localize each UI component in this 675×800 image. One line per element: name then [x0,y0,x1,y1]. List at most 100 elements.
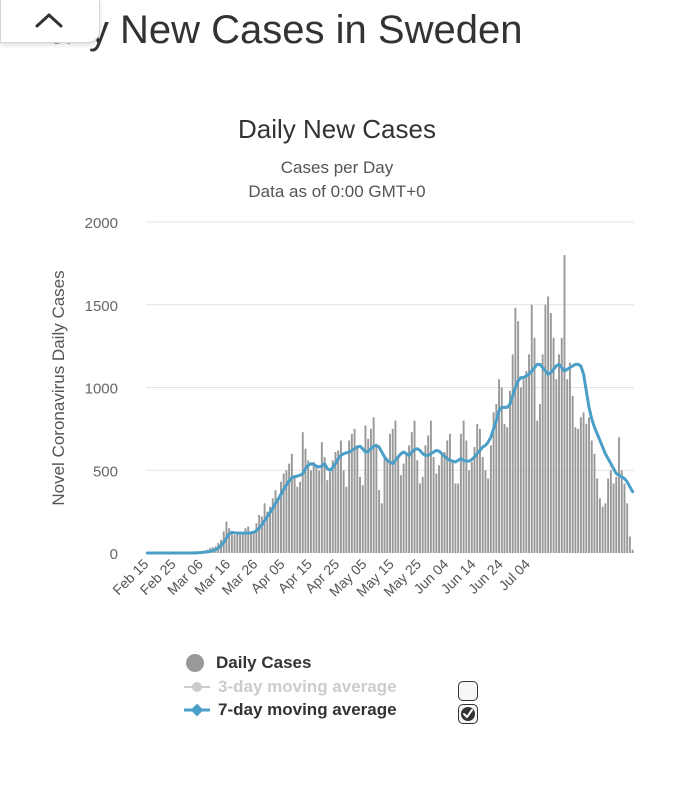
bar-daily-cases [386,460,389,553]
bar-daily-cases [320,442,323,553]
legend-7day-label: 7-day moving average [218,700,397,719]
bar-daily-cases [538,404,541,553]
legend-7day-average[interactable]: 7-day moving average [184,699,397,721]
bar-daily-cases [628,536,631,553]
bar-daily-cases [244,528,247,553]
collapse-button[interactable] [0,0,100,43]
bar-daily-cases [506,427,509,553]
line-7day-average [145,362,635,555]
bar-daily-cases [481,457,484,553]
bar-daily-cases [364,425,367,553]
y-tick-label: 1500 [85,298,118,315]
bar-daily-cases [522,379,525,553]
legend-daily-cases-label: Daily Cases [216,653,312,672]
bar-daily-cases [323,457,326,553]
legend-3day-marker [184,682,210,692]
bar-daily-cases [389,433,391,553]
bar-daily-cases [329,471,331,553]
bar-daily-cases [337,450,340,553]
bar-daily-cases [228,528,231,553]
bar-daily-cases [443,452,446,553]
bar-daily-cases [492,412,495,553]
legend-3day-average[interactable]: 3-day moving average [184,676,397,698]
bar-daily-cases [612,483,615,553]
bar-daily-cases [552,337,555,553]
legend-daily-cases[interactable]: Daily Cases [184,652,311,674]
legend-7day-marker [184,703,210,717]
chart-title: Daily New Cases [238,114,436,144]
y-tick-label: 1000 [85,381,118,398]
bar-daily-cases [618,437,620,553]
bar-daily-cases [318,470,321,553]
bar-daily-cases [250,533,252,553]
bar-daily-cases [277,498,280,553]
bar-daily-cases [571,395,574,553]
bar-daily-cases [391,428,394,553]
bar-daily-cases [547,296,550,553]
bar-daily-cases [247,526,250,553]
y-axis-label: Novel Coronavirus Daily Cases [49,270,68,505]
bar-daily-cases [236,531,239,553]
bar-daily-cases [334,452,337,553]
bar-daily-cases [498,379,501,553]
bar-daily-cases [402,463,405,553]
bar-daily-cases [568,362,571,553]
bar-daily-cases [350,433,353,553]
bar-daily-cases [269,506,271,553]
bar-daily-cases [348,440,351,553]
bar-daily-cases [462,420,465,553]
bar-daily-cases [451,460,454,553]
bar-daily-cases [345,486,348,553]
bar-daily-cases [479,428,481,553]
bar-daily-cases [465,440,468,553]
legend-daily-cases-marker [186,654,204,672]
bar-daily-cases [574,427,577,553]
bar-daily-cases [293,475,296,553]
bar-daily-cases [416,460,419,553]
bar-daily-cases [607,478,610,553]
checkbox-3day-average[interactable] [458,681,478,701]
bar-daily-cases [288,463,291,553]
bar-daily-cases [536,420,539,553]
bar-daily-cases [626,503,629,553]
bar-daily-cases [359,476,361,553]
bar-daily-cases [495,404,498,553]
bar-daily-cases [598,498,601,553]
bar-daily-cases [473,447,476,553]
y-tick-label: 500 [93,463,118,480]
bar-daily-cases [405,453,408,553]
bar-daily-cases [285,470,288,553]
bar-daily-cases [566,379,569,553]
bar-daily-cases [361,485,364,553]
bar-daily-cases [590,440,593,553]
bar-daily-cases [585,423,588,553]
bar-daily-cases [427,435,430,553]
x-tick-label: Jul 04 [495,556,533,594]
bar-daily-cases [549,313,552,553]
bar-daily-cases [372,417,375,553]
bar-daily-cases [525,370,528,553]
bar-daily-cases [446,440,449,553]
bar-daily-cases [609,470,612,553]
bar-daily-cases [577,428,580,553]
bar-daily-cases [511,354,514,553]
bar-daily-cases [429,420,432,553]
bar-daily-cases [530,304,533,553]
checkbox-7day-average[interactable] [458,704,478,724]
bar-daily-cases [230,533,233,553]
bar-daily-cases [419,483,421,553]
bar-daily-cases [582,412,585,553]
bar-daily-cases [241,533,244,553]
bar-daily-cases [369,428,372,553]
bar-daily-cases [394,420,397,553]
bar-daily-cases [544,304,547,553]
bar-daily-cases [476,423,479,553]
bar-daily-cases [375,443,378,553]
bar-daily-cases [356,445,359,553]
bar-daily-cases [528,354,530,553]
bar-daily-cases [339,440,342,553]
bar-daily-cases [279,481,282,553]
bar-daily-cases [459,433,462,553]
bar-daily-cases [500,387,503,553]
